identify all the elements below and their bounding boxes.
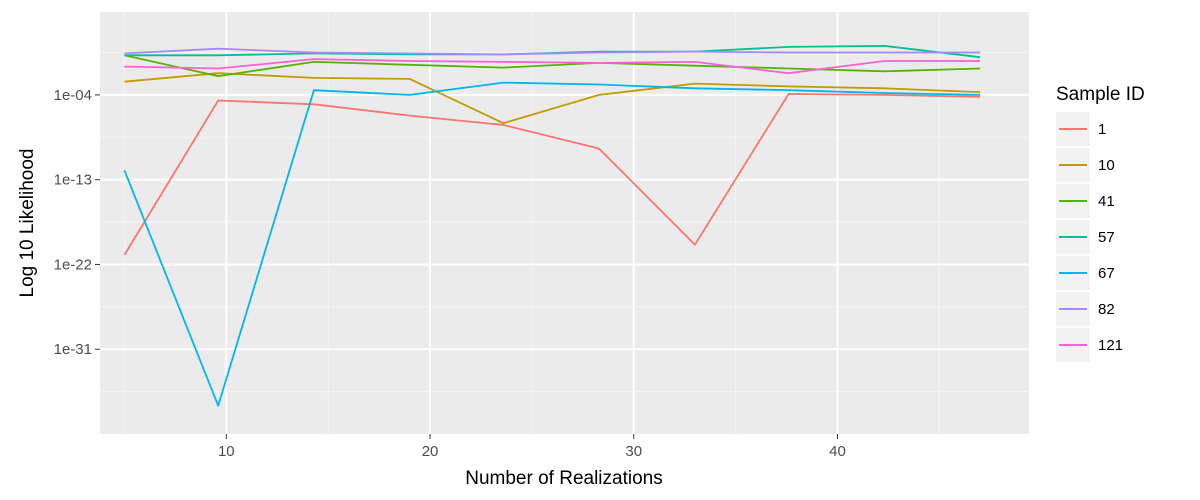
- legend-title: Sample ID: [1056, 84, 1145, 105]
- series-lines: [123, 45, 981, 407]
- legend-label-57: 57: [1098, 229, 1115, 246]
- legend-label-10: 10: [1098, 157, 1115, 174]
- x-tick-label: 30: [625, 443, 642, 460]
- legend-label-67: 67: [1098, 265, 1115, 282]
- x-axis-ticks: 10 20 30 40: [218, 434, 846, 460]
- x-tick-label: 20: [422, 443, 439, 460]
- plot-panel: [100, 12, 1029, 434]
- legend-label-41: 41: [1098, 193, 1115, 210]
- major-gridlines: [100, 12, 1029, 434]
- series-line-1: [123, 93, 981, 256]
- x-tick-label: 40: [829, 443, 846, 460]
- y-tick-label: 1e-13: [54, 172, 92, 189]
- y-tick-label: 1e-22: [54, 256, 92, 273]
- x-tick-label: 10: [218, 443, 235, 460]
- series-line-67: [123, 81, 981, 407]
- series-line-121: [124, 58, 981, 75]
- legend: 1 10 41 57 67 82 121: [1056, 112, 1123, 362]
- legend-label-82: 82: [1098, 301, 1115, 318]
- series-line-82: [124, 47, 981, 56]
- series-line-41: [124, 54, 981, 77]
- y-tick-label: 1e-04: [54, 87, 92, 104]
- legend-label-1: 1: [1098, 121, 1106, 138]
- legend-label-121: 121: [1098, 337, 1123, 354]
- x-axis-title: Number of Realizations: [465, 468, 662, 489]
- series-line-10: [124, 72, 981, 125]
- y-axis-title: Log 10 Likelihood: [17, 149, 38, 298]
- y-tick-label: 1e-31: [54, 341, 92, 358]
- y-axis-ticks: 1e-31 1e-22 1e-13 1e-04: [54, 87, 100, 358]
